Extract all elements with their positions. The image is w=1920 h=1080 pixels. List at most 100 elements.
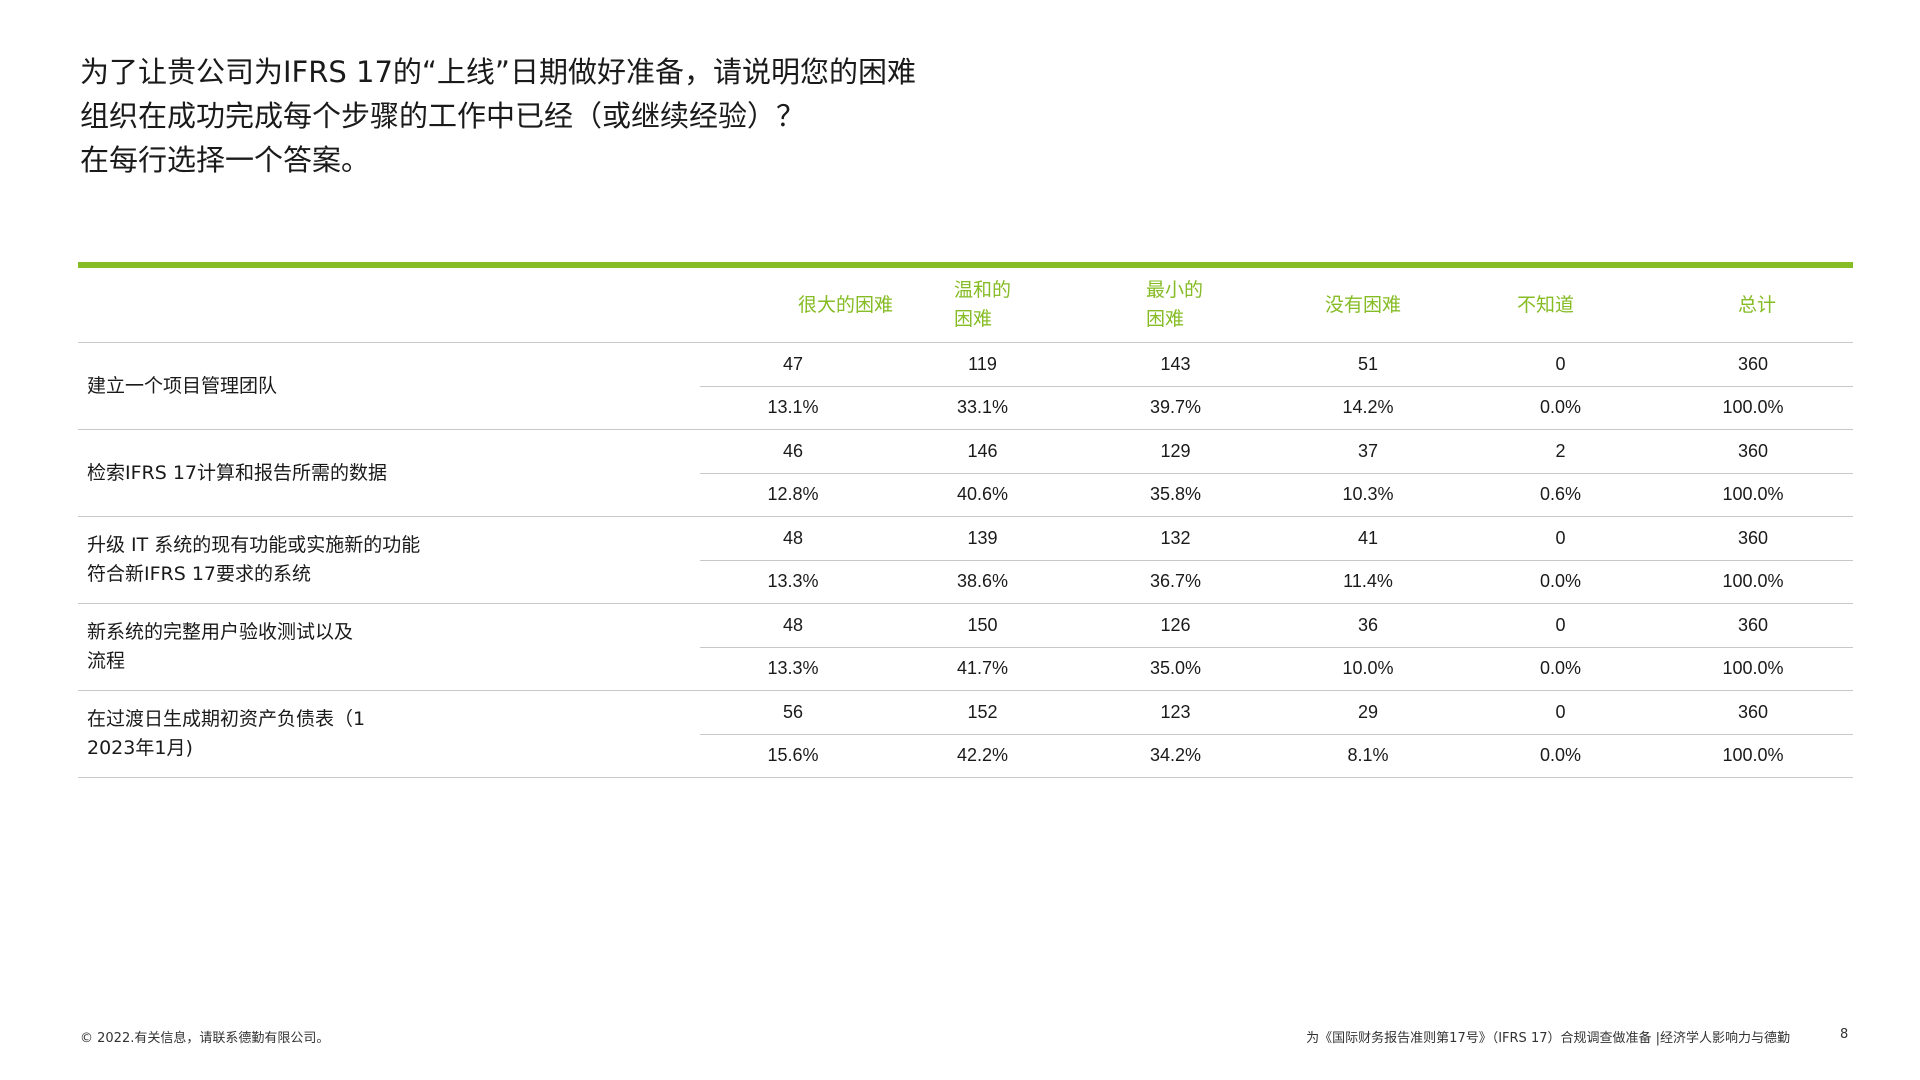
row-label: 新系统的完整用户验收测试以及 流程 — [78, 604, 700, 690]
count-cell: 143 — [1160, 353, 1191, 374]
percent-cell: 8.1% — [1347, 745, 1389, 766]
count-subrow: 46 146 129 37 2 360 — [700, 430, 1853, 474]
count-cell: 360 — [1737, 440, 1769, 461]
column-header-line: 总计 — [1738, 293, 1777, 316]
column-header-dont-know: 不知道 — [1424, 268, 1617, 342]
page-title: 为了让贵公司为IFRS 17的“上线”日期做好准备，请说明您的困难 组织在成功完… — [80, 50, 916, 182]
percent-subrow: 13.1% 33.1% 39.7% 14.2% 0.0% 100.0% — [700, 387, 1853, 430]
count-subrow: 48 139 132 41 0 360 — [700, 517, 1853, 561]
title-line-3: 在每行选择一个答案。 — [80, 143, 371, 177]
column-header-line: 最小的 — [1146, 279, 1204, 301]
survey-results-table: 很大的困难 温和的 困难 最小的 困难 没有困难 不知道 — [78, 262, 1853, 778]
count-cell: 146 — [967, 440, 998, 461]
percent-cell: 35.8% — [1149, 484, 1202, 505]
count-cell: 360 — [1737, 353, 1769, 374]
percent-cell: 100.0% — [1722, 397, 1784, 418]
percent-cell: 100.0% — [1722, 571, 1784, 592]
row-values: 56 152 123 29 0 360 15.6% 42.2% 34.2% 8.… — [700, 691, 1853, 777]
count-cell: 150 — [967, 614, 998, 635]
count-cell: 2 — [1555, 440, 1566, 461]
percent-cell: 35.0% — [1149, 658, 1202, 679]
column-header-major-difficulty: 很大的困难 — [700, 268, 893, 342]
count-cell: 360 — [1737, 701, 1769, 722]
count-cell: 126 — [1160, 614, 1191, 635]
row-label-line: 符合新IFRS 17要求的系统 — [87, 563, 312, 585]
column-header-line: 很大的困难 — [798, 293, 894, 316]
percent-cell: 0.0% — [1539, 745, 1582, 766]
count-cell: 132 — [1160, 527, 1191, 548]
row-label-line: 建立一个项目管理团队 — [87, 374, 278, 397]
percent-cell: 14.2% — [1342, 397, 1394, 418]
count-cell: 37 — [1357, 440, 1379, 461]
row-label-line: 2023年1月) — [87, 737, 193, 759]
column-header-line: 困难 — [954, 308, 993, 330]
row-label: 在过渡日生成期初资产负债表（1 2023年1月) — [78, 691, 700, 777]
percent-cell: 13.1% — [767, 397, 819, 418]
percent-cell: 13.3% — [767, 658, 819, 679]
percent-cell: 100.0% — [1722, 745, 1784, 766]
column-header-line: 困难 — [1146, 308, 1185, 330]
percent-cell: 0.0% — [1539, 571, 1582, 592]
report-title-footer: 为《国际财务报告准则第17号》（IFRS 17）合规调查做准备 |经济学人影响力… — [1306, 1031, 1790, 1046]
percent-subrow: 12.8% 40.6% 35.8% 10.3% 0.6% 100.0% — [700, 474, 1853, 517]
percent-cell: 38.6% — [956, 571, 1009, 592]
percent-cell: 36.7% — [1149, 571, 1202, 592]
count-cell: 139 — [967, 527, 998, 548]
percent-subrow: 13.3% 38.6% 36.7% 11.4% 0.0% 100.0% — [700, 561, 1853, 604]
column-header-line: 没有困难 — [1325, 293, 1402, 316]
row-label: 检索IFRS 17计算和报告所需的数据 — [78, 430, 700, 516]
percent-cell: 0.0% — [1539, 658, 1582, 679]
row-label-line: 新系统的完整用户验收测试以及 — [87, 621, 354, 643]
column-header-line: 不知道 — [1517, 293, 1575, 316]
column-header-no-difficulty: 没有困难 — [1231, 268, 1424, 342]
percent-cell: 42.2% — [956, 745, 1009, 766]
count-subrow: 48 150 126 36 0 360 — [700, 604, 1853, 648]
count-cell: 0 — [1555, 527, 1566, 548]
count-cell: 47 — [782, 353, 804, 374]
column-header-line: 温和的 — [954, 279, 1012, 301]
count-cell: 0 — [1555, 614, 1566, 635]
percent-cell: 100.0% — [1722, 658, 1784, 679]
percent-cell: 0.0% — [1539, 397, 1582, 418]
count-cell: 129 — [1160, 440, 1191, 461]
row-label-line: 在过渡日生成期初资产负债表（1 — [87, 708, 366, 730]
count-cell: 152 — [967, 701, 998, 722]
count-cell: 0 — [1555, 353, 1566, 374]
percent-cell: 41.7% — [956, 658, 1009, 679]
page-number: 8 — [1840, 1027, 1849, 1042]
percent-cell: 10.3% — [1342, 484, 1394, 505]
row-values: 48 139 132 41 0 360 13.3% 38.6% 36.7% 11… — [700, 517, 1853, 603]
percent-cell: 11.4% — [1343, 571, 1393, 592]
table-row: 新系统的完整用户验收测试以及 流程 48 150 126 36 0 360 13… — [78, 604, 1853, 691]
percent-cell: 100.0% — [1722, 484, 1784, 505]
percent-cell: 33.1% — [956, 397, 1009, 418]
percent-subrow: 15.6% 42.2% 34.2% 8.1% 0.0% 100.0% — [700, 735, 1853, 778]
count-subrow: 47 119 143 51 0 360 — [700, 343, 1853, 387]
row-values: 46 146 129 37 2 360 12.8% 40.6% 35.8% 10… — [700, 430, 1853, 516]
count-cell: 41 — [1357, 527, 1379, 548]
row-values: 48 150 126 36 0 360 13.3% 41.7% 35.0% 10… — [700, 604, 1853, 690]
percent-cell: 40.6% — [956, 484, 1009, 505]
table-header-row: 很大的困难 温和的 困难 最小的 困难 没有困难 不知道 — [78, 268, 1853, 343]
count-cell: 29 — [1357, 701, 1379, 722]
table-row: 升级 IT 系统的现有功能或实施新的功能 符合新IFRS 17要求的系统 48 … — [78, 517, 1853, 604]
table-row: 检索IFRS 17计算和报告所需的数据 46 146 129 37 2 360 … — [78, 430, 1853, 517]
count-cell: 56 — [782, 701, 804, 722]
table-row: 建立一个项目管理团队 47 119 143 51 0 360 13.1% 33.… — [78, 343, 1853, 430]
count-cell: 119 — [968, 353, 997, 374]
count-cell: 0 — [1555, 701, 1566, 722]
count-cell: 360 — [1737, 527, 1769, 548]
header-label-cell — [78, 268, 700, 342]
count-cell: 51 — [1357, 353, 1379, 374]
percent-subrow: 13.3% 41.7% 35.0% 10.0% 0.0% 100.0% — [700, 648, 1853, 691]
row-label-line: 流程 — [87, 650, 126, 672]
count-cell: 48 — [782, 614, 804, 635]
count-subrow: 56 152 123 29 0 360 — [700, 691, 1853, 735]
row-label: 建立一个项目管理团队 — [78, 343, 700, 429]
count-cell: 123 — [1160, 701, 1191, 722]
title-line-2: 组织在成功完成每个步骤的工作中已经（或继续经验）？ — [80, 99, 806, 133]
copyright-footer: © 2022.有关信息，请联系德勤有限公司。 — [80, 1031, 330, 1046]
count-cell: 36 — [1357, 614, 1379, 635]
column-header-total: 总计 — [1617, 268, 1853, 342]
table-row: 在过渡日生成期初资产负债表（1 2023年1月) 56 152 123 29 0… — [78, 691, 1853, 778]
